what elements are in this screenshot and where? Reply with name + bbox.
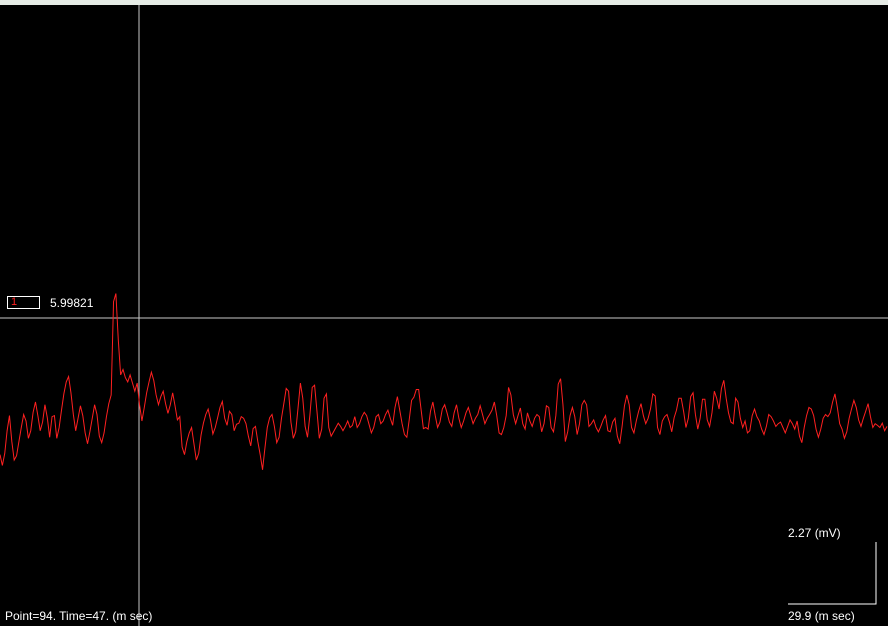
channel-label-box[interactable]: 1 <box>7 296 40 309</box>
scale-x-label: 29.9 (m sec) <box>788 609 855 623</box>
status-readout: Point=94. Time=47. (m sec) <box>5 609 153 623</box>
scale-y-label: 2.27 (mV) <box>788 526 841 540</box>
window-frame-top <box>0 0 888 5</box>
scale-bar <box>788 542 877 605</box>
channel-number: 1 <box>11 296 18 308</box>
signal-trace <box>0 293 888 470</box>
channel-value: 5.99821 <box>50 296 94 310</box>
trace-plot[interactable] <box>0 5 888 626</box>
